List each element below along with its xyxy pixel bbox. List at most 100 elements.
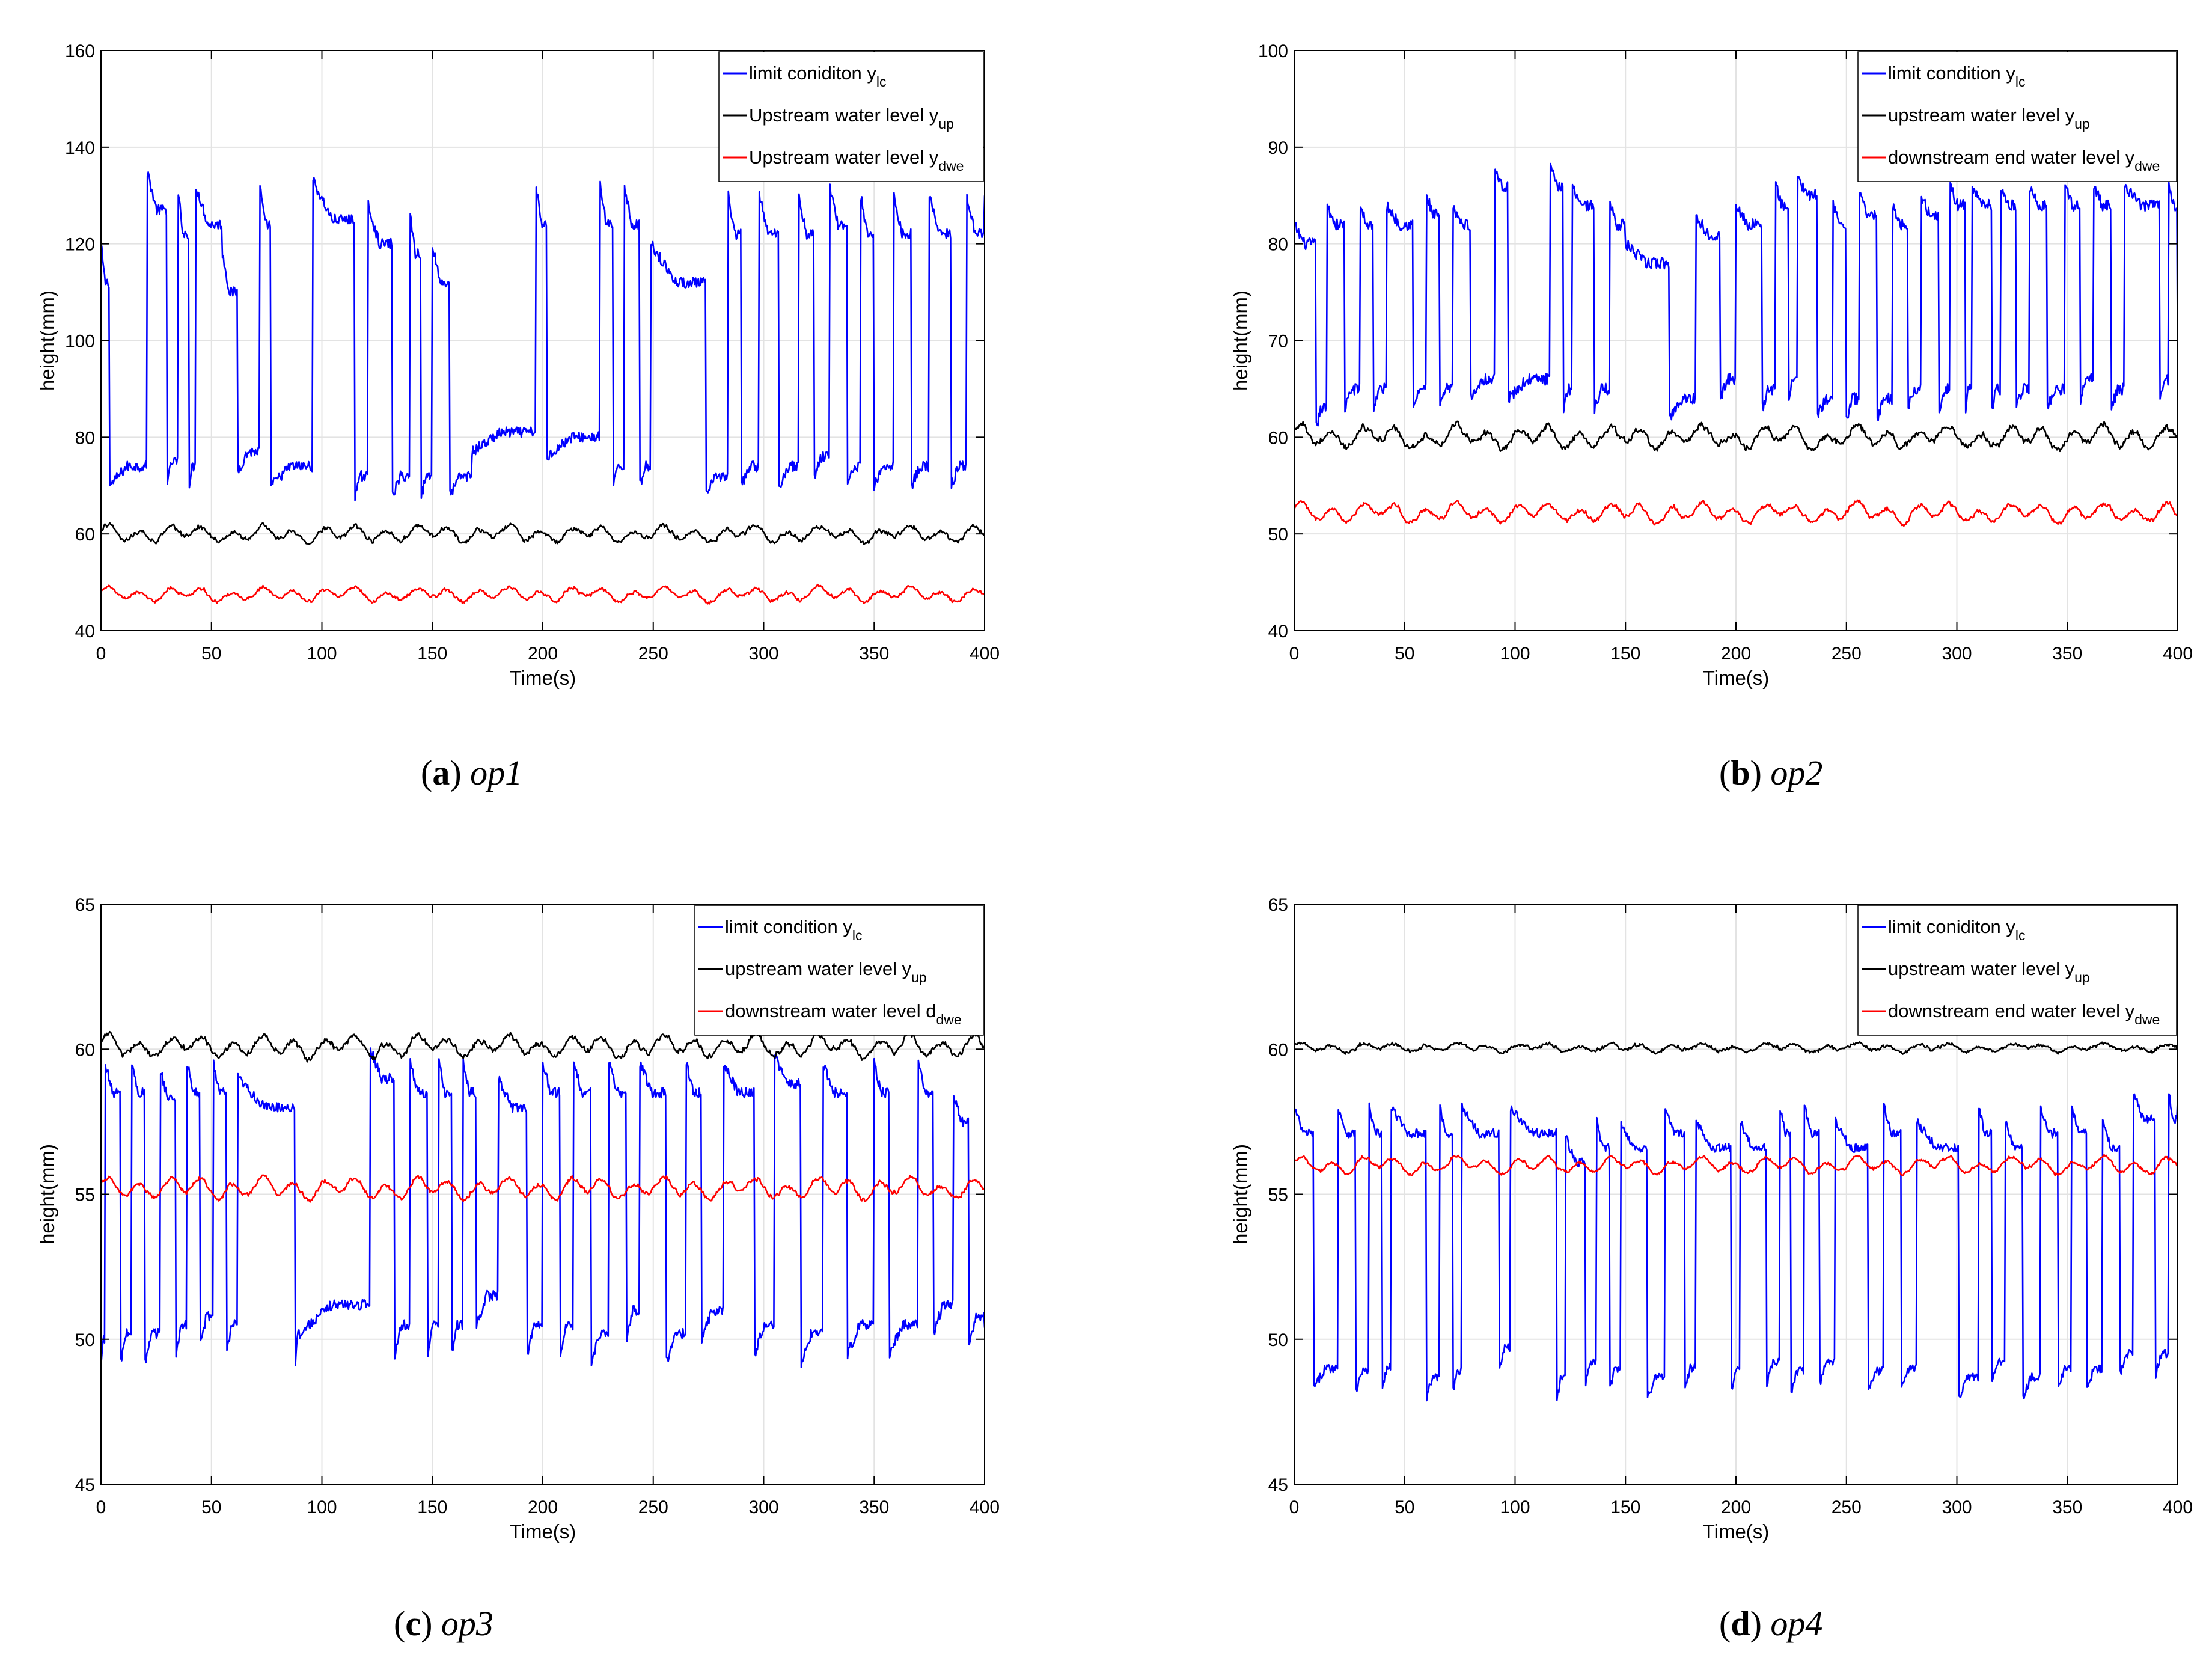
x-tick-label: 100 (1500, 1497, 1530, 1517)
x-tick-label: 50 (1395, 1497, 1414, 1517)
legend-label-subscript: up (938, 116, 954, 132)
x-tick-label: 150 (1610, 1497, 1640, 1517)
y-tick-label: 90 (1268, 138, 1288, 158)
x-axis-title: Time(s) (510, 1520, 576, 1543)
x-tick-label: 400 (2163, 644, 2193, 664)
legend-label-subscript: lc (2015, 74, 2026, 90)
x-tick-label: 250 (638, 1497, 668, 1517)
x-tick-label: 200 (528, 644, 558, 664)
y-tick-label: 50 (75, 1330, 95, 1350)
legend-label-subscript: lc (876, 74, 887, 90)
y-tick-label: 65 (75, 895, 95, 915)
caption-part: op3 (441, 1604, 493, 1643)
y-axis-title: height(mm) (1229, 290, 1251, 391)
series-line-3 (101, 1174, 985, 1203)
legend-box (1857, 905, 2177, 1036)
series-line-2 (101, 1030, 985, 1063)
legend-box (718, 51, 984, 182)
series-line-1 (101, 171, 985, 501)
series-group (101, 171, 985, 605)
legend-label-subscript: lc (2015, 928, 2026, 943)
y-tick-label: 60 (1268, 428, 1288, 448)
x-tick-label: 300 (748, 1497, 778, 1517)
legend-box (1857, 51, 2177, 182)
x-tick-label: 50 (201, 1497, 221, 1517)
x-tick-label: 350 (859, 644, 889, 664)
x-tick-label: 150 (1610, 644, 1640, 664)
caption-part: op1 (470, 753, 522, 792)
x-axis-title: Time(s) (510, 667, 576, 689)
x-tick-label: 200 (528, 1497, 558, 1517)
caption-part: a (432, 753, 450, 792)
legend-label-subscript: up (2074, 116, 2090, 132)
caption-part: ) (421, 1604, 441, 1643)
x-tick-label: 0 (96, 1497, 106, 1517)
x-tick-label: 100 (307, 1497, 337, 1517)
x-tick-label: 400 (970, 644, 1000, 664)
series-group (1294, 1041, 2178, 1402)
series-group (1294, 162, 2178, 527)
series-line-3 (101, 583, 985, 605)
y-tick-label: 65 (1268, 895, 1288, 915)
x-tick-label: 150 (417, 644, 447, 664)
x-tick-label: 350 (859, 1497, 889, 1517)
x-tick-label: 0 (1289, 644, 1300, 664)
series-line-2 (1294, 1041, 2178, 1055)
legend-label-subscript: dwe (2134, 1012, 2160, 1027)
caption-part: ( (394, 1604, 405, 1643)
x-tick-label: 100 (307, 644, 337, 664)
x-tick-label: 50 (201, 644, 221, 664)
y-axis-title: height(mm) (36, 290, 58, 391)
y-axis-title: height(mm) (1229, 1144, 1251, 1244)
caption-part: ) (1750, 1604, 1771, 1643)
y-tick-label: 40 (75, 622, 95, 641)
x-tick-label: 50 (1395, 644, 1414, 664)
y-tick-label: 60 (75, 1040, 95, 1060)
chart-panel-a: 0 50 100 150 200 250 300 350 400 40 60 80 100 120 140 1… (36, 41, 1000, 689)
y-tick-label: 80 (1268, 235, 1288, 255)
y-tick-label: 70 (1268, 332, 1288, 352)
chart-panel-c: 0 50 100 150 200 250 300 350 400 45 50 55 60 65 Time(s… (36, 895, 1000, 1543)
x-axis-title: Time(s) (1703, 667, 1770, 689)
y-tick-label: 55 (75, 1185, 95, 1205)
y-tick-label: 55 (1268, 1185, 1288, 1205)
y-axis-title: height(mm) (36, 1144, 58, 1244)
series-line-1 (1294, 162, 2178, 427)
y-tick-label: 160 (65, 41, 95, 61)
caption-part: c (405, 1604, 421, 1643)
x-tick-label: 200 (1721, 1497, 1751, 1517)
x-axis-title: Time(s) (1703, 1520, 1770, 1543)
chart-panel-b: 0 50 100 150 200 250 300 350 400 40 50 60 70 80 90 100 T… (1229, 41, 2193, 689)
x-tick-label: 0 (96, 644, 106, 664)
x-tick-label: 300 (1942, 1497, 1972, 1517)
x-tick-label: 250 (638, 644, 668, 664)
y-tick-label: 120 (65, 235, 95, 255)
caption-part: ( (1719, 1604, 1731, 1643)
legend-label-subscript: dwe (936, 1012, 962, 1027)
panel-caption-b: (b) op2 (1719, 753, 1822, 792)
chart-panel-d: 0 50 100 150 200 250 300 350 400 45 50 55 60 65 Time(s… (1229, 895, 2193, 1543)
x-tick-label: 100 (1500, 644, 1530, 664)
series-line-1 (101, 1047, 985, 1368)
y-tick-label: 80 (75, 428, 95, 448)
series-line-2 (1294, 420, 2178, 453)
y-tick-label: 45 (1268, 1475, 1288, 1495)
caption-part: op4 (1770, 1604, 1822, 1643)
legend-label-subscript: dwe (938, 158, 964, 174)
series-line-2 (101, 522, 985, 545)
series-line-1 (1294, 1092, 2178, 1402)
x-tick-label: 350 (2052, 644, 2082, 664)
caption-part: b (1731, 753, 1750, 792)
legend-label-subscript: up (911, 970, 927, 985)
legend-label-subscript: up (2074, 970, 2090, 985)
caption-part: ( (1719, 753, 1731, 792)
y-tick-label: 60 (75, 525, 95, 545)
y-tick-label: 40 (1268, 622, 1288, 641)
y-tick-label: 140 (65, 138, 95, 158)
legend-box (694, 905, 984, 1036)
panel-caption-d: (d) op4 (1719, 1604, 1822, 1643)
